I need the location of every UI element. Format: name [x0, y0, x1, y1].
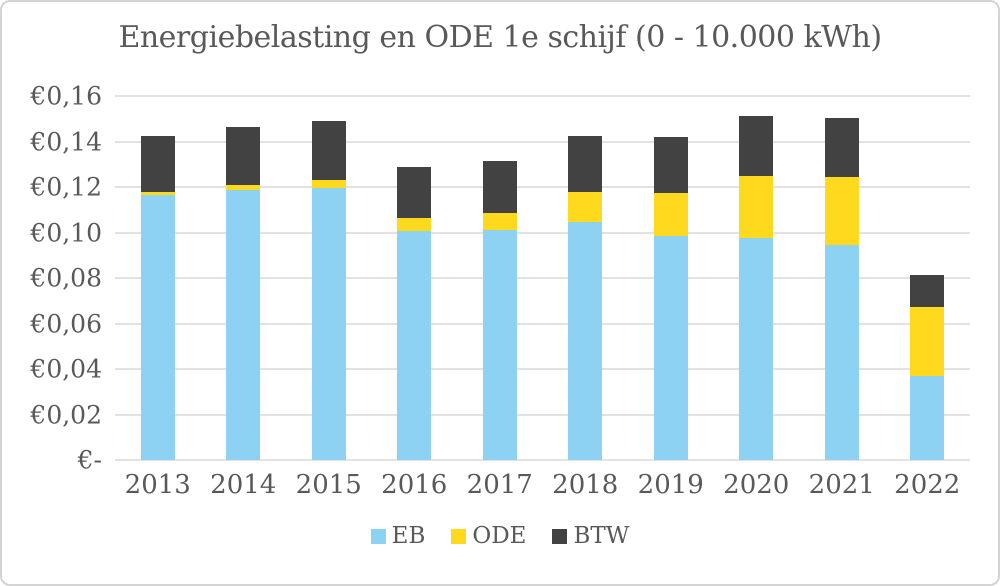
x-tick-label-2021: 2021	[808, 470, 875, 500]
bar-segment-ode-2022[interactable]	[910, 306, 945, 377]
bar-segment-ode-2016[interactable]	[397, 218, 432, 231]
gridline	[115, 186, 970, 188]
x-tick-label-2013: 2013	[124, 470, 191, 500]
legend-label: EB	[391, 523, 426, 549]
y-tick-label: €-	[77, 445, 102, 475]
bar-segment-ode-2017[interactable]	[482, 212, 517, 230]
bar-segment-btw-2016[interactable]	[397, 167, 432, 219]
x-tick-label-2014: 2014	[210, 470, 277, 500]
y-tick-label: €0,14	[30, 127, 102, 156]
bar-segment-eb-2014[interactable]	[226, 190, 261, 460]
gridline	[115, 277, 970, 279]
bar-2019	[653, 136, 688, 460]
bar-2014	[226, 127, 261, 460]
legend-item-btw[interactable]: BTW	[552, 523, 629, 549]
y-tick-label: €0,16	[30, 81, 102, 111]
bar-segment-eb-2017[interactable]	[482, 229, 517, 460]
legend-swatch-eb	[370, 528, 386, 544]
chart-title: Energiebelasting en ODE 1e schijf (0 - 1…	[118, 20, 882, 55]
gridline	[115, 322, 970, 325]
gridline	[115, 140, 970, 143]
x-tick-label-2022: 2022	[894, 470, 961, 500]
y-tick-label: €0,02	[30, 400, 102, 429]
bar-2021	[824, 117, 859, 460]
y-tick-label: €0,12	[30, 172, 102, 202]
bar-2020	[739, 115, 774, 460]
bar-segment-eb-2013[interactable]	[140, 194, 175, 460]
bar-segment-ode-2020[interactable]	[739, 175, 774, 238]
y-tick-label: €0,10	[30, 218, 102, 247]
gridline	[115, 368, 970, 370]
bar-segment-ode-2018[interactable]	[568, 192, 603, 223]
bar-segment-eb-2022[interactable]	[910, 376, 945, 460]
legend-label: ODE	[472, 523, 527, 549]
gridline	[115, 413, 970, 416]
bar-2022	[910, 274, 945, 460]
legend-item-eb[interactable]: EB	[370, 523, 426, 549]
bar-segment-eb-2018[interactable]	[568, 222, 603, 460]
legend: EB ODE BTW	[2, 523, 998, 549]
bar-segment-btw-2019[interactable]	[653, 136, 688, 193]
bar-segment-btw-2022[interactable]	[910, 274, 945, 307]
bar-segment-ode-2014[interactable]	[226, 185, 261, 191]
legend-swatch-btw	[552, 528, 568, 544]
bar-segment-eb-2020[interactable]	[739, 237, 774, 460]
legend-label: BTW	[573, 523, 630, 549]
bar-segment-ode-2021[interactable]	[824, 177, 859, 246]
gridline	[115, 459, 970, 461]
bar-2017	[482, 160, 517, 460]
bar-segment-eb-2015[interactable]	[311, 187, 346, 460]
x-tick-label-2017: 2017	[466, 470, 533, 500]
gridline	[115, 231, 970, 234]
bar-segment-ode-2015[interactable]	[311, 179, 346, 188]
x-tick-label-2018: 2018	[552, 470, 619, 500]
y-tick-label: €0,06	[30, 309, 102, 338]
bar-segment-btw-2017[interactable]	[482, 160, 517, 213]
bar-2018	[568, 135, 603, 460]
x-tick-label-2020: 2020	[723, 470, 790, 500]
bar-segment-btw-2014[interactable]	[226, 127, 261, 186]
y-tick-label: €0,08	[30, 263, 102, 293]
bar-2013	[140, 136, 175, 460]
bar-segment-btw-2015[interactable]	[311, 120, 346, 180]
bar-segment-ode-2013[interactable]	[140, 192, 175, 195]
bar-segment-eb-2021[interactable]	[824, 245, 859, 460]
bar-segment-eb-2016[interactable]	[397, 230, 432, 460]
bar-2015	[311, 120, 346, 460]
x-tick-label-2015: 2015	[295, 470, 362, 500]
bar-2016	[397, 167, 432, 460]
gridline	[115, 95, 970, 97]
bar-segment-eb-2019[interactable]	[653, 235, 688, 460]
x-tick-label-2016: 2016	[381, 470, 448, 500]
bar-segment-btw-2021[interactable]	[824, 117, 859, 178]
bar-segment-btw-2013[interactable]	[140, 136, 175, 193]
bar-segment-btw-2018[interactable]	[568, 135, 603, 193]
bar-segment-btw-2020[interactable]	[739, 115, 774, 176]
plot-area	[115, 95, 970, 461]
x-tick-label-2019: 2019	[637, 470, 704, 500]
y-tick-label: €0,04	[30, 354, 102, 384]
legend-item-ode[interactable]: ODE	[451, 523, 526, 549]
bar-segment-ode-2019[interactable]	[653, 192, 688, 236]
legend-swatch-ode	[451, 528, 467, 544]
